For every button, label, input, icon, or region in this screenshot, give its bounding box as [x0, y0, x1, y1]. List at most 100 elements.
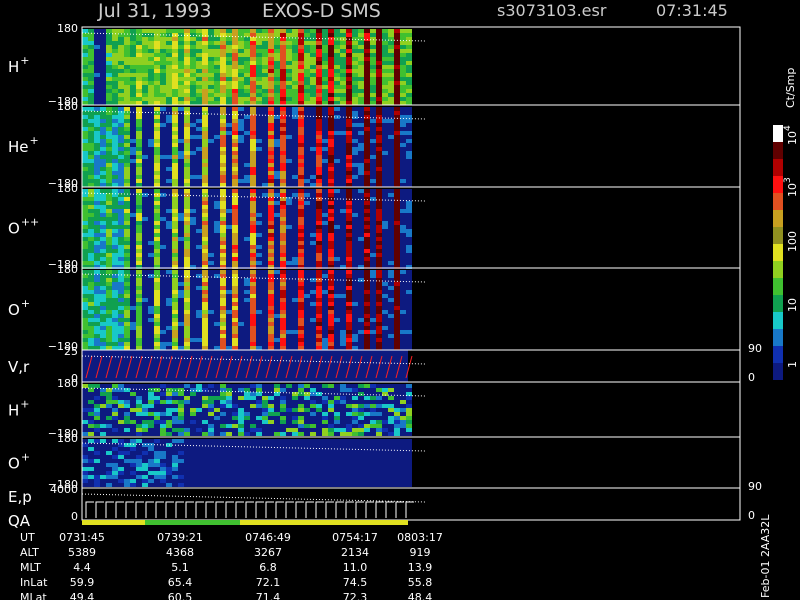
spectrum-cell [184, 179, 190, 183]
spectrum-cell [88, 213, 94, 217]
spectrum-cell [142, 163, 148, 167]
spectrum-cell [256, 81, 262, 85]
spectrum-cell [196, 167, 202, 171]
spectrum-cell [370, 205, 376, 209]
spectrum-cell [178, 286, 184, 290]
spectrum-cell [196, 346, 202, 350]
spectrum-cell [190, 123, 196, 127]
spectrum-cell [274, 221, 280, 225]
spectrum-cell [334, 41, 340, 45]
spectrum-cell [172, 107, 178, 111]
spectrum-cell [250, 209, 256, 213]
spectrum-cell [226, 197, 232, 201]
spectrum-cell [316, 41, 322, 45]
spectrum-cell [220, 290, 226, 294]
spectrum-cell [160, 183, 166, 187]
spectrum-cell [370, 221, 376, 225]
spectrum-cell [196, 310, 202, 314]
spectrum-cell [190, 388, 196, 392]
spectrum-cell [400, 135, 406, 139]
spectrum-cell [112, 225, 118, 229]
spectrum-cell [274, 286, 280, 290]
spectrum-cell [208, 213, 214, 217]
spectrum-cell [262, 183, 268, 187]
spectrum-cell [334, 249, 340, 253]
spectrum-cell [376, 167, 382, 171]
spectrum-cell [394, 37, 400, 41]
spectrum-cell [106, 41, 112, 45]
spectrum-cell [106, 65, 112, 69]
spectrum-cell [214, 322, 220, 326]
spectrum-cell [346, 322, 352, 326]
spectrum-cell [154, 205, 160, 209]
spectrum-cell [286, 69, 292, 73]
spectrum-cell [406, 221, 412, 225]
spectrum-cell [370, 233, 376, 237]
spectrum-cell [262, 93, 268, 97]
spectrum-cell [310, 310, 316, 314]
spectrum-cell [310, 245, 316, 249]
spectrum-cell [112, 193, 118, 197]
spectrum-cell [232, 209, 238, 213]
spectrum-cell [298, 167, 304, 171]
spectrum-cell [340, 342, 346, 346]
spectrum-cell [250, 346, 256, 350]
spectrum-cell [166, 249, 172, 253]
spectrum-cell [142, 396, 148, 400]
spectrum-cell [100, 428, 106, 432]
spectrum-cell [160, 65, 166, 69]
spectrum-cell [154, 384, 160, 388]
spectrum-cell [88, 115, 94, 119]
spectrum-cell [88, 428, 94, 432]
spectrum-cell [304, 396, 310, 400]
spectrum-cell [178, 127, 184, 131]
spectrum-cell [298, 225, 304, 229]
spectrum-cell [94, 298, 100, 302]
spectrum-cell [322, 123, 328, 127]
spectrum-cell [184, 432, 190, 436]
spectrum-cell [112, 342, 118, 346]
spectrum-cell [142, 225, 148, 229]
spectrum-cell [88, 392, 94, 396]
spectrum-cell [94, 107, 100, 111]
spectrum-cell [400, 346, 406, 350]
spectrum-cell [154, 61, 160, 65]
spectrum-cell [208, 197, 214, 201]
spectrum-cell [274, 57, 280, 61]
spectrum-cell [238, 253, 244, 257]
spectrum-cell [292, 229, 298, 233]
spectrum-cell [214, 123, 220, 127]
spectrum-cell [184, 346, 190, 350]
spectrum-cell [190, 201, 196, 205]
spectrum-cell [298, 41, 304, 45]
spectrum-cell [208, 306, 214, 310]
spectrum-cell [208, 123, 214, 127]
spectrum-cell [274, 420, 280, 424]
spectrum-cell [262, 41, 268, 45]
spectrum-cell [154, 424, 160, 428]
spectrum-cell [358, 420, 364, 424]
spectrum-cell [124, 197, 130, 201]
spectrum-cell [388, 270, 394, 274]
spectrum-cell [370, 33, 376, 37]
spectrum-cell [196, 139, 202, 143]
spectrum-cell [226, 155, 232, 159]
spectrum-cell [274, 73, 280, 77]
spectrum-cell [196, 342, 202, 346]
spectrum-cell [268, 53, 274, 57]
spectrum-cell [292, 143, 298, 147]
spectrum-cell [166, 77, 172, 81]
spectrum-cell [88, 388, 94, 392]
spectrum-cell [244, 89, 250, 93]
spectrum-cell [256, 93, 262, 97]
spectrum-cell [244, 274, 250, 278]
spectrum-cell [352, 159, 358, 163]
spectrum-cell [382, 221, 388, 225]
spectrum-cell [166, 237, 172, 241]
spectrum-cell [226, 61, 232, 65]
spectrum-cell [112, 237, 118, 241]
spectrum-cell [274, 396, 280, 400]
spectrum-cell [190, 29, 196, 33]
spectrum-cell [196, 294, 202, 298]
spectrum-cell [286, 270, 292, 274]
